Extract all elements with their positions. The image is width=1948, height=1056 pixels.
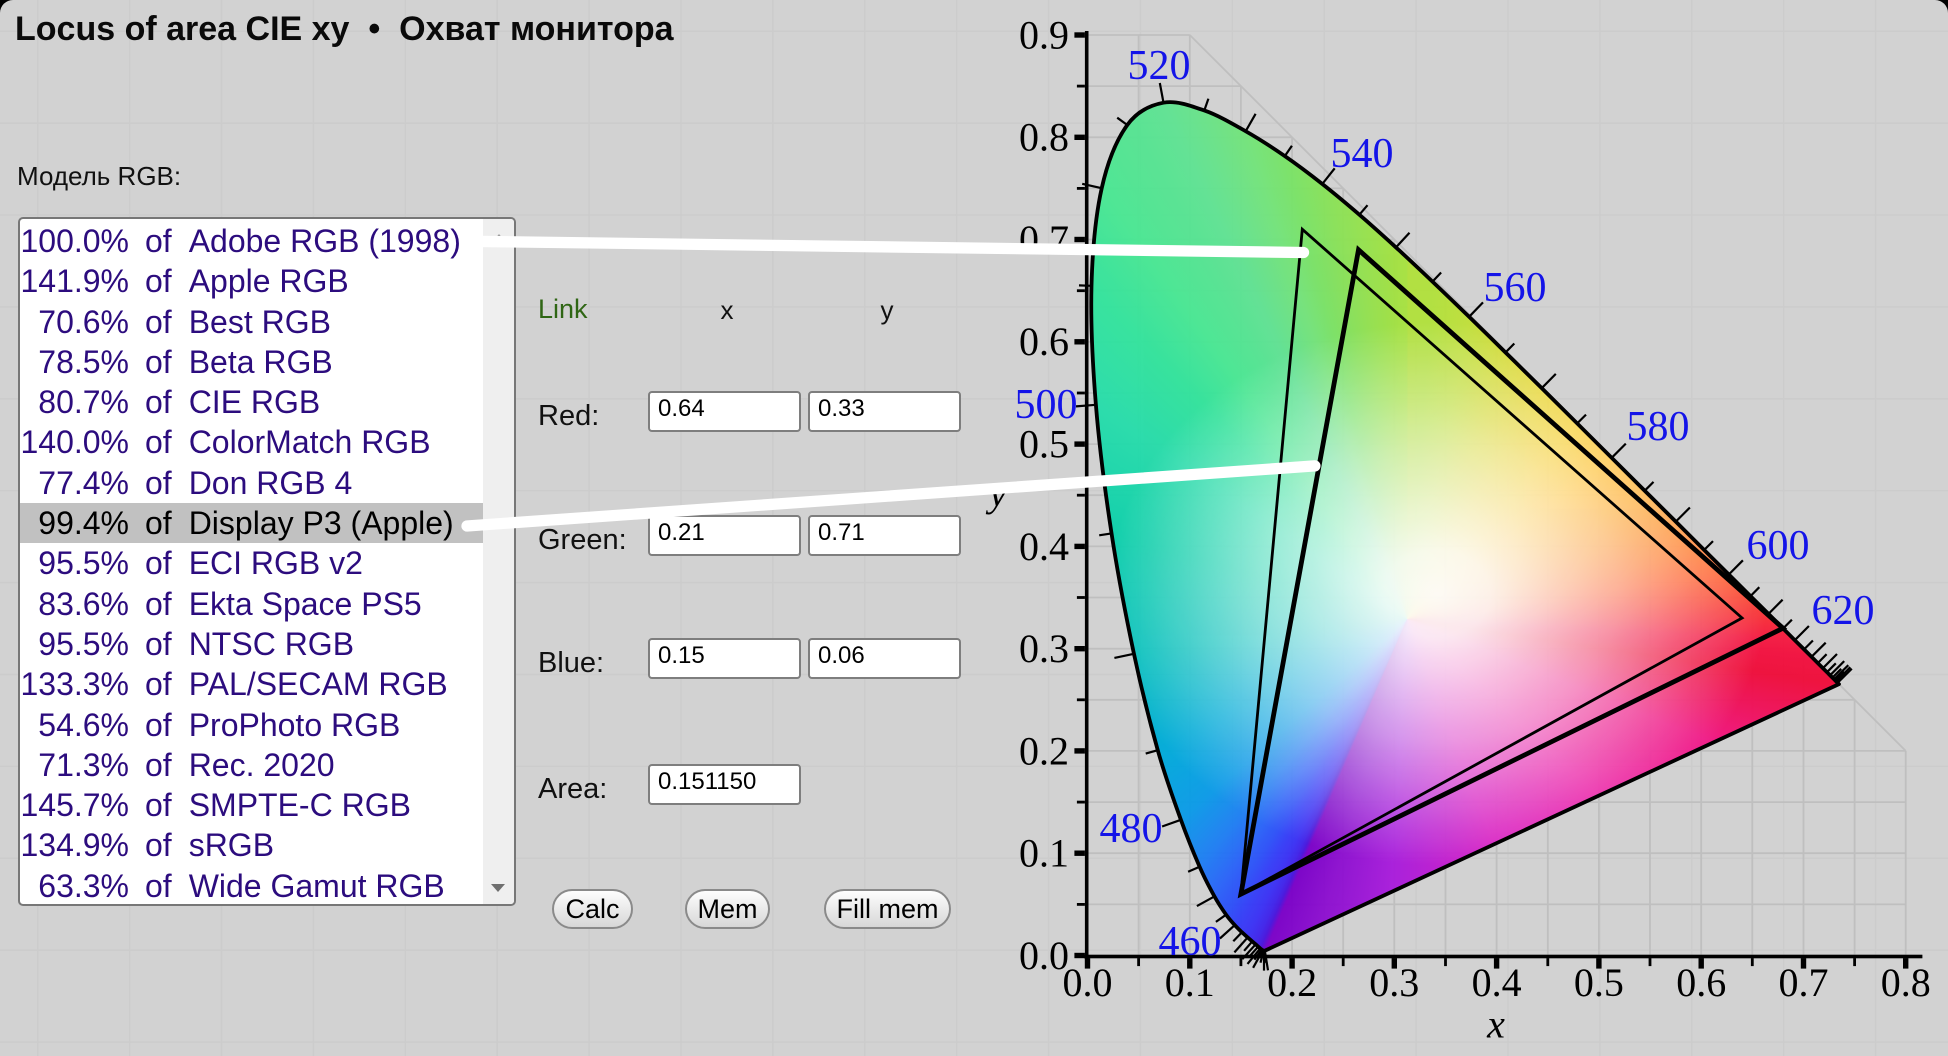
svg-text:0.7: 0.7 bbox=[1779, 960, 1829, 1005]
svg-text:480: 480 bbox=[1100, 806, 1163, 852]
svg-text:0.4: 0.4 bbox=[1472, 960, 1522, 1005]
svg-text:560: 560 bbox=[1484, 265, 1547, 311]
svg-text:580: 580 bbox=[1627, 404, 1690, 450]
svg-text:0.2: 0.2 bbox=[1267, 960, 1317, 1005]
svg-text:0.9: 0.9 bbox=[1019, 12, 1069, 57]
svg-text:0.6: 0.6 bbox=[1019, 319, 1069, 364]
svg-text:0.5: 0.5 bbox=[1019, 422, 1069, 467]
svg-text:460: 460 bbox=[1159, 919, 1222, 965]
svg-text:0.2: 0.2 bbox=[1019, 728, 1069, 773]
svg-text:620: 620 bbox=[1812, 588, 1875, 634]
svg-text:540: 540 bbox=[1331, 131, 1394, 177]
svg-text:0.1: 0.1 bbox=[1165, 960, 1215, 1005]
svg-text:600: 600 bbox=[1747, 523, 1810, 569]
svg-text:x: x bbox=[1486, 1002, 1505, 1047]
svg-text:0.3: 0.3 bbox=[1019, 626, 1069, 671]
svg-text:0.5: 0.5 bbox=[1574, 960, 1624, 1005]
svg-text:500: 500 bbox=[1015, 382, 1078, 428]
svg-text:520: 520 bbox=[1128, 43, 1191, 89]
svg-text:0.6: 0.6 bbox=[1676, 960, 1726, 1005]
svg-text:0.4: 0.4 bbox=[1019, 524, 1069, 569]
svg-text:0.8: 0.8 bbox=[1019, 115, 1069, 160]
svg-text:0.3: 0.3 bbox=[1369, 960, 1419, 1005]
svg-text:0.1: 0.1 bbox=[1019, 831, 1069, 876]
svg-text:0.8: 0.8 bbox=[1881, 960, 1931, 1005]
svg-text:0.0: 0.0 bbox=[1019, 933, 1069, 978]
svg-text:0.0: 0.0 bbox=[1063, 960, 1113, 1005]
